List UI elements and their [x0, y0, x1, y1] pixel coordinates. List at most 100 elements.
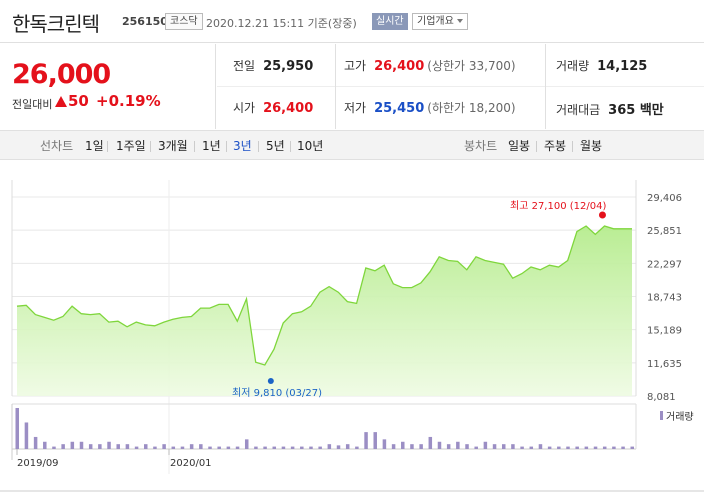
volume-bar: [79, 441, 84, 449]
volume-bar: [199, 444, 203, 449]
volume-bar: [24, 422, 29, 449]
company-info-label: 기업개요: [417, 16, 454, 27]
stat-value: 26,400: [374, 59, 425, 74]
volume-bar: [465, 444, 469, 449]
stats-divider: [217, 86, 704, 87]
volume-bar: [290, 446, 295, 449]
stat-value: 26,400: [263, 101, 314, 116]
volume-bar: [410, 444, 414, 449]
toolbar-divider: [536, 141, 537, 152]
candle-monthly[interactable]: 월봉: [580, 139, 603, 153]
volume-bar: [318, 446, 322, 449]
stat-label: 전일: [233, 59, 256, 73]
current-price-panel: 26,000 전일대비 50 +0.19%: [0, 44, 216, 129]
volume-bar: [52, 446, 56, 449]
volume-bar: [474, 446, 478, 449]
market-badge: 코스닥: [165, 13, 203, 30]
period-10y[interactable]: 10년: [297, 139, 324, 153]
volume-bar: [483, 441, 488, 449]
candle-chart-label: 봉차트: [464, 139, 498, 153]
price-chart[interactable]: 29,406 25,851 22,297 18,743 15,189 11,635 8,08…: [0, 160, 704, 493]
volume-bar: [98, 444, 102, 449]
y-tick-label: 29,406: [647, 193, 682, 204]
y-tick-label: 22,297: [647, 259, 682, 270]
volume-bar: [501, 444, 506, 449]
volume-bar: [254, 446, 258, 449]
y-tick-label: 11,635: [647, 359, 682, 370]
candle-weekly[interactable]: 주봉: [544, 139, 567, 153]
volume-bar: [43, 441, 47, 449]
quote-timestamp: 2020.12.21 15:11 기준(장중): [206, 17, 357, 30]
stat-value: 14,125: [597, 59, 648, 74]
volume-bar: [300, 446, 304, 449]
stat-value: 25,950: [263, 59, 314, 74]
period-1d[interactable]: 1일: [85, 139, 104, 153]
volume-bar: [373, 432, 377, 449]
y-tick-label: 15,189: [647, 326, 682, 337]
toolbar-divider: [258, 141, 259, 152]
volume-bar: [428, 436, 433, 449]
volume-legend-label: 거래량: [666, 411, 694, 423]
volume-bar: [281, 446, 286, 449]
toolbar-divider: [194, 141, 195, 152]
stat-low: 저가 25,450 (하한가 18,200): [344, 99, 516, 116]
volume-bar: [547, 446, 552, 449]
candle-daily[interactable]: 일봉: [508, 139, 531, 153]
y-tick-label: 25,851: [647, 226, 682, 237]
current-price: 26,000: [12, 59, 111, 90]
realtime-button[interactable]: 실시간: [372, 13, 408, 30]
period-1w[interactable]: 1주일: [116, 139, 146, 153]
volume-bar: [180, 446, 185, 449]
volume-bar: [584, 446, 589, 449]
volume-bar: [171, 446, 176, 449]
upper-limit: (상한가 33,700): [427, 59, 516, 73]
volume-bar: [272, 446, 277, 449]
stat-open: 시가 26,400: [233, 99, 314, 116]
company-name: 한독크린텍: [12, 12, 100, 36]
volume-bar: [107, 441, 111, 449]
volume-bar: [520, 446, 524, 449]
toolbar-divider: [290, 141, 291, 152]
up-arrow-icon: [55, 96, 67, 107]
volume-bar: [575, 446, 579, 449]
volume-bar: [538, 444, 543, 449]
period-3y[interactable]: 3년: [233, 139, 252, 153]
stat-high: 고가 26,400 (상한가 33,700): [344, 57, 516, 74]
volume-bar: [401, 441, 405, 449]
volume-bar: [33, 436, 38, 449]
volume-bar: [391, 444, 396, 449]
volume-legend-swatch: [660, 411, 663, 420]
toolbar-divider: [107, 141, 108, 152]
toolbar-divider: [572, 141, 573, 152]
volume-bar: [162, 444, 166, 449]
stats-divider: [545, 44, 546, 129]
volume-bar: [134, 446, 139, 449]
stat-label: 거래대금: [556, 103, 601, 117]
min-marker: [267, 378, 274, 384]
period-3m[interactable]: 3개월: [158, 139, 188, 153]
change-value: 50: [68, 92, 89, 110]
price-summary: 26,000 전일대비 50 +0.19% 전일 25,950 고가 26,400(…: [0, 44, 704, 129]
company-info-dropdown[interactable]: 기업개요: [412, 13, 468, 30]
volume-bar: [116, 444, 120, 449]
y-tick-label: 8,081: [647, 392, 676, 403]
stat-volume: 거래량 14,125: [556, 57, 648, 74]
period-5y[interactable]: 5년: [266, 139, 285, 153]
volume-bar: [336, 445, 341, 449]
volume-bar: [61, 444, 65, 449]
stat-prev-close: 전일 25,950: [233, 57, 314, 74]
x-tick-label: 2020/01: [170, 458, 212, 469]
volume-bar: [593, 446, 598, 449]
volume-bar: [419, 444, 423, 449]
stat-label: 저가: [344, 101, 367, 115]
period-1y[interactable]: 1년: [202, 139, 221, 153]
max-marker: [598, 211, 606, 219]
volume-bar: [345, 444, 350, 449]
volume-bar: [15, 408, 19, 449]
volume-bar: [492, 444, 497, 449]
stat-label: 시가: [233, 101, 256, 115]
volume-bar: [456, 441, 460, 449]
toolbar-divider: [226, 141, 227, 152]
volume-bar: [208, 446, 212, 449]
volume-bar: [189, 444, 194, 449]
